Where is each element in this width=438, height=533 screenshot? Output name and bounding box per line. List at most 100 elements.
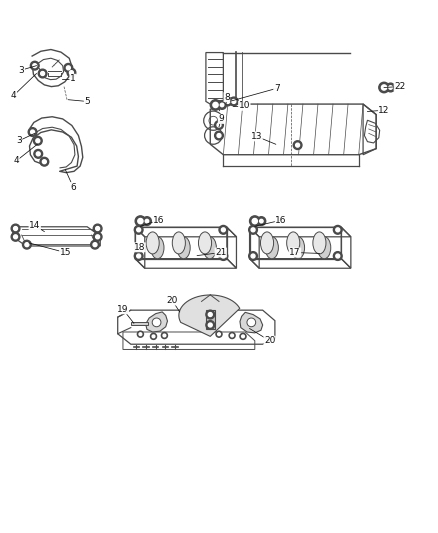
Text: 17: 17 — [289, 248, 301, 257]
Circle shape — [217, 134, 221, 138]
Text: 14: 14 — [29, 221, 40, 230]
Text: 1: 1 — [70, 74, 76, 83]
Text: 20: 20 — [166, 296, 178, 305]
Circle shape — [208, 323, 212, 327]
Circle shape — [25, 243, 29, 247]
Circle shape — [14, 235, 18, 239]
Circle shape — [252, 219, 258, 224]
Text: 3: 3 — [19, 66, 25, 75]
Text: 19: 19 — [117, 305, 129, 314]
Circle shape — [152, 318, 161, 327]
Circle shape — [293, 141, 302, 149]
Circle shape — [210, 100, 221, 110]
Text: 6: 6 — [70, 182, 76, 191]
Circle shape — [218, 333, 220, 336]
Circle shape — [93, 232, 102, 241]
Circle shape — [70, 71, 74, 75]
Ellipse shape — [146, 232, 159, 254]
Circle shape — [11, 224, 20, 233]
Text: 18: 18 — [134, 243, 145, 252]
Circle shape — [40, 157, 49, 166]
Circle shape — [221, 228, 225, 232]
Circle shape — [30, 61, 39, 70]
Circle shape — [257, 217, 266, 225]
Ellipse shape — [318, 237, 331, 259]
Circle shape — [33, 64, 37, 68]
Circle shape — [67, 66, 71, 70]
Circle shape — [138, 331, 144, 337]
Text: 4: 4 — [14, 156, 19, 165]
Circle shape — [215, 120, 223, 130]
Circle shape — [137, 228, 141, 232]
Circle shape — [229, 333, 235, 338]
Circle shape — [93, 243, 97, 247]
Circle shape — [152, 335, 155, 338]
Circle shape — [36, 152, 40, 156]
Circle shape — [34, 149, 42, 158]
Circle shape — [381, 85, 387, 90]
Circle shape — [95, 227, 99, 230]
Circle shape — [250, 216, 260, 227]
Circle shape — [231, 334, 233, 337]
Circle shape — [91, 240, 99, 249]
Polygon shape — [146, 312, 167, 332]
Circle shape — [217, 123, 221, 127]
Circle shape — [150, 333, 156, 340]
Ellipse shape — [198, 232, 212, 254]
Ellipse shape — [151, 237, 164, 259]
Circle shape — [379, 82, 389, 93]
Circle shape — [336, 228, 340, 232]
Text: 9: 9 — [218, 115, 224, 124]
Text: 20: 20 — [264, 336, 276, 345]
Circle shape — [206, 321, 215, 329]
Circle shape — [219, 252, 228, 261]
Ellipse shape — [203, 237, 216, 259]
Circle shape — [208, 312, 212, 317]
Circle shape — [135, 216, 146, 227]
Circle shape — [31, 130, 35, 134]
Circle shape — [38, 69, 47, 78]
Text: 12: 12 — [378, 106, 390, 115]
Polygon shape — [206, 310, 215, 329]
Ellipse shape — [287, 232, 300, 254]
Circle shape — [260, 220, 263, 223]
Text: 21: 21 — [215, 248, 226, 257]
Circle shape — [230, 97, 238, 106]
Ellipse shape — [291, 237, 304, 259]
Text: 7: 7 — [274, 84, 279, 93]
Circle shape — [220, 103, 224, 107]
Text: 10: 10 — [239, 101, 250, 110]
Circle shape — [386, 83, 395, 92]
Polygon shape — [179, 295, 240, 336]
Circle shape — [41, 71, 45, 76]
Circle shape — [163, 334, 166, 337]
Circle shape — [389, 86, 392, 89]
Circle shape — [28, 128, 37, 136]
Text: 22: 22 — [394, 82, 406, 91]
Circle shape — [139, 333, 142, 336]
Circle shape — [206, 310, 215, 319]
Circle shape — [22, 240, 31, 249]
Circle shape — [242, 335, 244, 338]
Circle shape — [42, 160, 46, 164]
Circle shape — [216, 331, 222, 337]
Circle shape — [240, 333, 246, 340]
Circle shape — [215, 131, 223, 140]
Text: 5: 5 — [84, 97, 90, 106]
Text: 3: 3 — [16, 136, 22, 146]
Text: 4: 4 — [11, 91, 17, 100]
Circle shape — [221, 254, 225, 258]
Text: 16: 16 — [153, 216, 165, 225]
Circle shape — [336, 254, 340, 258]
Ellipse shape — [313, 232, 326, 254]
Circle shape — [219, 225, 228, 234]
Circle shape — [14, 227, 18, 230]
Polygon shape — [131, 321, 148, 325]
Circle shape — [161, 333, 167, 338]
Text: 16: 16 — [275, 216, 287, 225]
Circle shape — [333, 252, 342, 261]
Polygon shape — [240, 312, 263, 333]
Circle shape — [333, 225, 342, 234]
Circle shape — [64, 63, 73, 72]
Circle shape — [296, 143, 300, 147]
